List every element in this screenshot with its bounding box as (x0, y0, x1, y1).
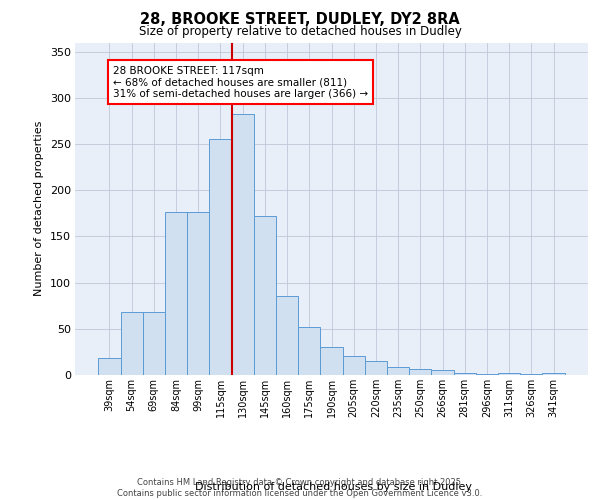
Bar (520, 374, 542, 375)
Bar (298, 327, 320, 375)
Bar (343, 356, 365, 375)
Bar (187, 212, 209, 375)
Bar (165, 212, 187, 375)
Bar (387, 366, 409, 375)
Bar (98, 358, 121, 375)
Bar (365, 361, 387, 375)
Bar (254, 216, 276, 375)
Bar (542, 373, 565, 375)
Text: 28, BROOKE STREET, DUDLEY, DY2 8RA: 28, BROOKE STREET, DUDLEY, DY2 8RA (140, 12, 460, 28)
Bar (320, 348, 343, 375)
Bar (409, 368, 431, 375)
Bar (276, 296, 298, 375)
Bar (431, 370, 454, 375)
Text: Distribution of detached houses by size in Dudley: Distribution of detached houses by size … (194, 482, 472, 492)
Bar (498, 373, 520, 375)
Bar (232, 114, 254, 375)
Text: 28 BROOKE STREET: 117sqm
← 68% of detached houses are smaller (811)
31% of semi-: 28 BROOKE STREET: 117sqm ← 68% of detach… (113, 66, 368, 99)
Y-axis label: Number of detached properties: Number of detached properties (34, 121, 44, 296)
Bar (209, 140, 232, 375)
Bar (143, 312, 165, 375)
Text: Size of property relative to detached houses in Dudley: Size of property relative to detached ho… (139, 25, 461, 38)
Bar (121, 312, 143, 375)
Bar (454, 373, 476, 375)
Text: Contains HM Land Registry data © Crown copyright and database right 2025.
Contai: Contains HM Land Registry data © Crown c… (118, 478, 482, 498)
Bar (476, 374, 498, 375)
